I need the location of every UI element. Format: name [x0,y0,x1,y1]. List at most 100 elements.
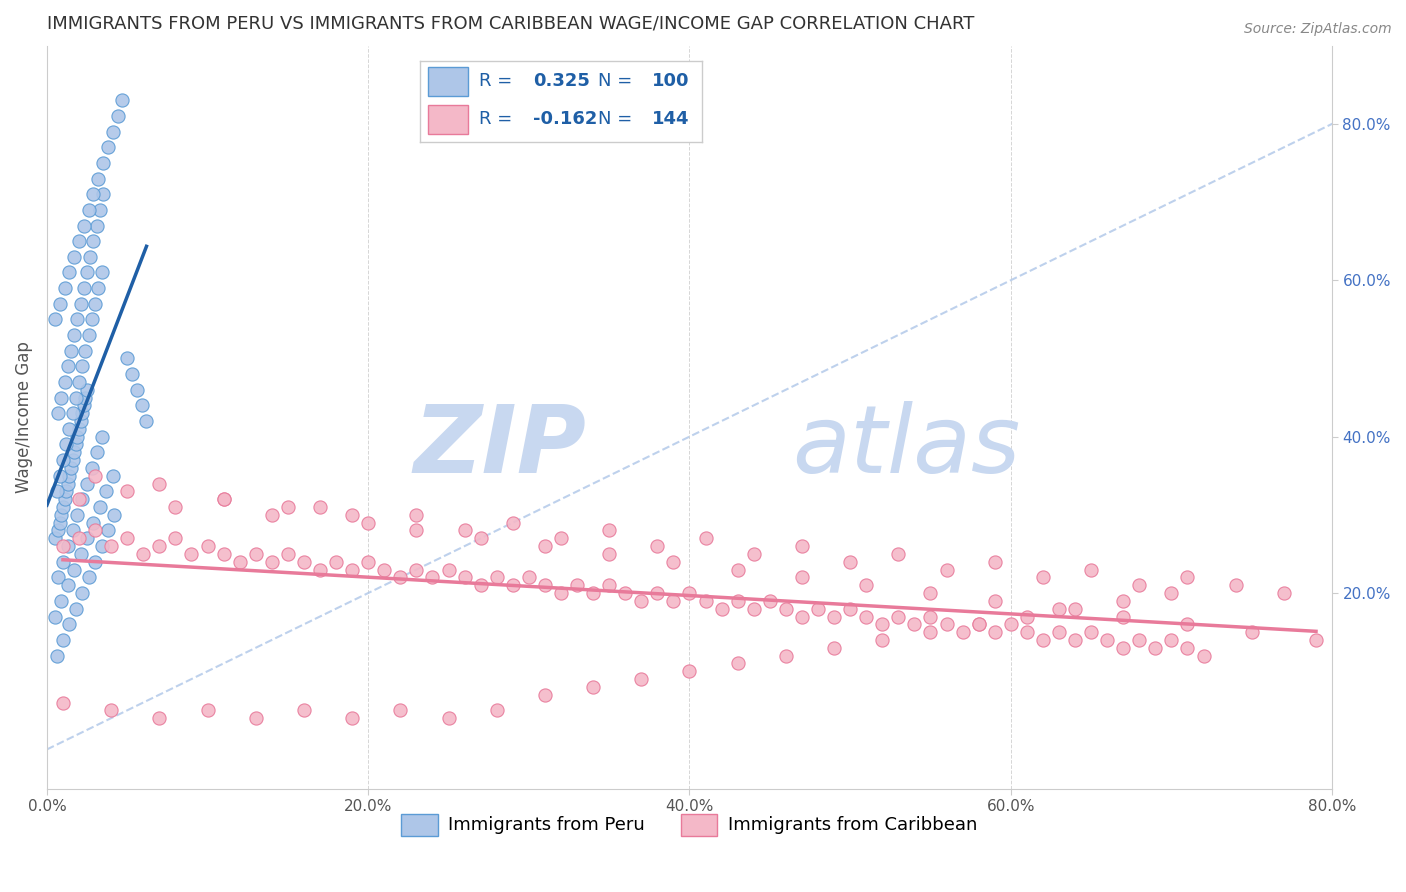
Point [823,609,845,624]
Point [121,367,143,381]
Point [65,391,87,405]
Point [1112,640,1135,655]
Point [453,524,475,538]
Point [84,524,107,538]
Point [405,508,427,522]
Point [76,476,98,491]
Point [51,594,73,608]
Point [727,657,749,671]
Point [983,555,1005,569]
Point [550,586,572,600]
Point [470,531,492,545]
Point [58,422,80,436]
Point [1015,609,1038,624]
Point [742,601,765,615]
Point [662,555,685,569]
Point [983,625,1005,640]
Point [340,508,363,522]
Point [197,703,219,717]
Point [73,219,96,233]
Point [485,703,508,717]
Point [405,524,427,538]
Point [52,632,75,647]
Point [630,594,652,608]
Point [100,703,122,717]
Point [887,609,910,624]
Point [89,202,111,217]
Point [952,625,974,640]
Point [63,328,86,343]
Point [44,531,66,545]
Point [48,468,70,483]
Point [470,578,492,592]
Point [52,696,75,710]
Point [534,539,557,553]
Point [45,484,67,499]
Point [125,383,148,397]
Point [70,406,93,420]
Point [67,234,90,248]
Point [70,586,93,600]
Point [101,468,124,483]
Point [212,492,235,507]
Point [148,539,170,553]
Point [46,406,69,420]
Point [260,508,283,522]
Point [534,578,557,592]
Point [357,555,380,569]
Point [903,617,925,632]
Point [598,524,620,538]
Point [1047,625,1070,640]
Point [87,171,110,186]
Point [55,484,77,499]
Y-axis label: Wage/Income Gap: Wage/Income Gap [15,341,32,493]
Point [502,578,524,592]
Text: ZIP: ZIP [413,401,586,492]
Point [48,516,70,530]
Point [44,312,66,326]
Point [52,555,75,569]
Point [82,516,104,530]
Point [1095,632,1118,647]
Point [1192,648,1215,663]
Point [66,430,89,444]
Point [58,265,80,279]
Point [148,476,170,491]
Point [91,156,114,170]
Point [67,531,90,545]
Point [678,665,700,679]
Point [1177,617,1199,632]
Point [1225,578,1247,592]
Point [887,547,910,561]
Point [56,578,79,592]
Point [100,539,122,553]
Point [373,563,395,577]
Point [405,563,427,577]
Point [309,500,332,514]
Point [1160,632,1182,647]
Point [75,391,97,405]
Point [823,640,845,655]
Point [53,492,76,507]
Point [58,468,80,483]
Point [90,265,112,279]
Point [582,680,605,694]
Point [872,617,894,632]
Point [165,531,187,545]
Point [277,547,299,561]
Point [52,453,75,467]
Point [45,648,67,663]
Point [775,648,797,663]
Point [46,570,69,584]
Point [260,555,283,569]
Point [1032,632,1054,647]
Point [309,563,332,577]
Point [453,570,475,584]
Point [598,578,620,592]
Point [101,125,124,139]
Point [1064,632,1087,647]
Point [582,586,605,600]
Point [165,500,187,514]
Point [86,445,108,459]
Legend: Immigrants from Peru, Immigrants from Caribbean: Immigrants from Peru, Immigrants from Ca… [391,803,988,847]
